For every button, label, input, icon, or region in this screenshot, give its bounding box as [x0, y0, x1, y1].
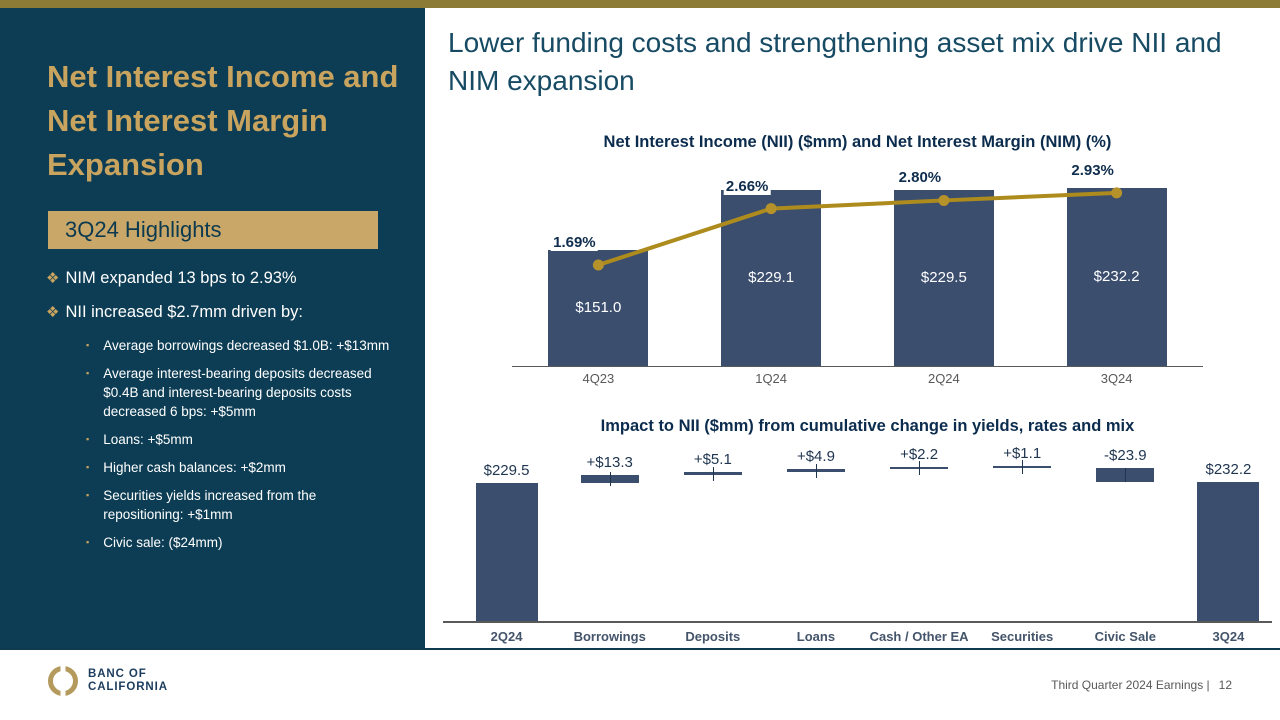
highlight-sub-bullet: ▪ Civic sale: ($24mm)	[86, 533, 396, 552]
bank-logo-line1: BANC OF	[88, 668, 147, 680]
sidebar-title: Net Interest Income and Net Interest Mar…	[47, 59, 399, 182]
waterfall-value-label: +$1.1	[1003, 445, 1042, 463]
nim-value-label: 2.66%	[723, 177, 771, 195]
nim-point-marker	[938, 194, 950, 206]
waterfall-category-label: Borrowings	[573, 629, 646, 644]
waterfall-connector-tick	[1022, 460, 1024, 475]
highlight-sub-bullet-text: Loans: +$5mm	[103, 432, 193, 447]
nii-chart-category-label: 2Q24	[927, 371, 960, 386]
nii-bar-value-label: $151.0	[575, 299, 622, 316]
waterfall-value-label: -$23.9	[1104, 446, 1147, 464]
square-bullet-icon: ▪	[86, 462, 90, 472]
highlight-bullet-text: NII increased $2.7mm driven by:	[65, 303, 303, 321]
waterfall-category-label: 3Q24	[1212, 629, 1245, 644]
nii-bar	[1066, 188, 1167, 366]
highlight-bullet: ❖ NII increased $2.7mm driven by:	[46, 302, 396, 323]
nim-line	[597, 190, 1117, 267]
square-bullet-icon: ▪	[86, 490, 90, 500]
nii-bar-value-label: $229.5	[920, 269, 967, 286]
waterfall-connector-tick	[609, 472, 611, 487]
waterfall-category-label: 2Q24	[490, 629, 523, 644]
nim-line-series	[592, 187, 1123, 271]
bank-logo-text: BANC OF CALIFORNIA	[88, 668, 168, 694]
slide-footer: BANC OF CALIFORNIA Third Quarter 2024 Ea…	[0, 648, 1280, 720]
highlight-sub-bullet: ▪ Securities yields increased from the re…	[86, 486, 396, 524]
waterfall-connector-tick	[815, 463, 817, 478]
highlight-sub-bullet-text: Securities yields increased from the rep…	[103, 488, 317, 522]
waterfall-bar	[475, 483, 538, 622]
highlight-sub-bullet: ▪ Average interest-bearing deposits decre…	[86, 364, 396, 421]
waterfall-x-axis	[443, 621, 1272, 623]
diamond-bullet-icon: ❖	[46, 270, 60, 287]
bank-logo: BANC OF CALIFORNIA	[48, 666, 168, 696]
highlight-sub-bullet: ▪ Average borrowings decreased $1.0B: +$1…	[86, 336, 396, 355]
highlight-sub-bullet-text: Average interest-bearing deposits decrea…	[103, 366, 372, 419]
top-accent-strip	[0, 0, 1280, 8]
nii-bar-value-label: $232.2	[1093, 268, 1140, 285]
nii-chart-category-label: 4Q23	[582, 371, 615, 386]
square-bullet-icon: ▪	[86, 434, 90, 444]
nim-value-label: 2.93%	[1069, 161, 1116, 179]
nim-point-marker	[1111, 187, 1123, 199]
nii-nim-chart-title: Net Interest Income (NII) ($mm) and Net …	[603, 133, 1112, 151]
waterfall-value-label: +$2.2	[900, 446, 939, 464]
waterfall-value-label: +$5.1	[693, 451, 732, 469]
waterfall-connector-tick	[712, 466, 714, 481]
nii-bar-value-label: $229.1	[748, 269, 795, 286]
waterfall-bar	[1197, 482, 1260, 622]
nim-point-marker	[765, 203, 777, 215]
waterfall-category-label: Securities	[991, 629, 1054, 644]
nii-chart-category-label: 1Q24	[755, 371, 788, 386]
nim-value-label: 1.69%	[551, 233, 598, 251]
highlight-sub-bullet-text: Higher cash balances: +$2mm	[103, 460, 286, 475]
nii-chart-category-label: 3Q24	[1100, 371, 1133, 386]
page-number: 12	[1218, 678, 1232, 692]
nii-chart-x-axis	[512, 366, 1203, 367]
highlight-sub-bullet: ▪ Higher cash balances: +$2mm	[86, 458, 396, 477]
waterfall-category-label: Cash / Other EA	[869, 629, 969, 644]
page-title: Lower funding costs and strengthening as…	[448, 27, 1222, 96]
bullet-list-level2: ▪ Average borrowings decreased $1.0B: +$1…	[46, 336, 396, 552]
nim-value-label: 2.80%	[896, 169, 944, 187]
diamond-bullet-icon: ❖	[46, 304, 60, 321]
footer-caption: Third Quarter 2024 Earnings |	[1051, 678, 1210, 692]
nii-nim-chart: $151.0 $229.1 $229.5 $232.2 1.69% 2.66% 2.80% 2…	[512, 161, 1203, 366]
highlight-bullet: ❖ NIM expanded 13 bps to 2.93%	[46, 268, 396, 289]
nii-bar	[893, 190, 994, 366]
highlights-bullet-list: ❖ NIM expanded 13 bps to 2.93% ❖ NII increa…	[46, 268, 396, 561]
highlights-header-label: 3Q24 Highlights	[65, 217, 222, 242]
bullet-list-level1: ❖ NIM expanded 13 bps to 2.93% ❖ NII increa…	[46, 268, 396, 323]
highlight-bullet-text: NIM expanded 13 bps to 2.93%	[65, 269, 297, 287]
waterfall-value-label: $232.2	[1205, 461, 1252, 478]
highlight-sub-bullet-text: Civic sale: ($24mm)	[103, 535, 223, 550]
nii-waterfall-chart: $229.5 +$13.3 +$5.1 +$4.9 +$2.2 +$1.1 -$23.9 $2…	[455, 445, 1280, 622]
waterfall-connector-tick	[1125, 467, 1127, 482]
square-bullet-icon: ▪	[86, 340, 90, 350]
highlights-header-box: 3Q24 Highlights	[48, 211, 378, 249]
waterfall-chart-title: Impact to NII ($mm) from cumulative chan…	[600, 417, 1135, 435]
square-bullet-icon: ▪	[86, 537, 90, 547]
highlight-sub-bullet: ▪ Loans: +$5mm	[86, 430, 396, 449]
nim-point-marker	[592, 259, 604, 271]
bank-logo-line2: CALIFORNIA	[88, 681, 168, 693]
square-bullet-icon: ▪	[86, 368, 90, 378]
waterfall-category-label: Civic Sale	[1094, 629, 1157, 644]
highlight-sub-bullet-text: Average borrowings decreased $1.0B: +$13…	[103, 338, 390, 353]
bank-logo-ring-icon	[48, 666, 78, 696]
waterfall-value-label: $229.5	[483, 462, 530, 479]
waterfall-value-label: +$13.3	[586, 454, 633, 472]
waterfall-value-label: +$4.9	[796, 448, 835, 466]
waterfall-category-label: Deposits	[685, 629, 741, 644]
waterfall-connector-tick	[919, 461, 921, 476]
sidebar-panel: Net Interest Income and Net Interest Mar…	[0, 8, 425, 648]
waterfall-category-label: Loans	[796, 629, 836, 644]
footer-page-info: Third Quarter 2024 Earnings | 12	[1051, 678, 1232, 692]
